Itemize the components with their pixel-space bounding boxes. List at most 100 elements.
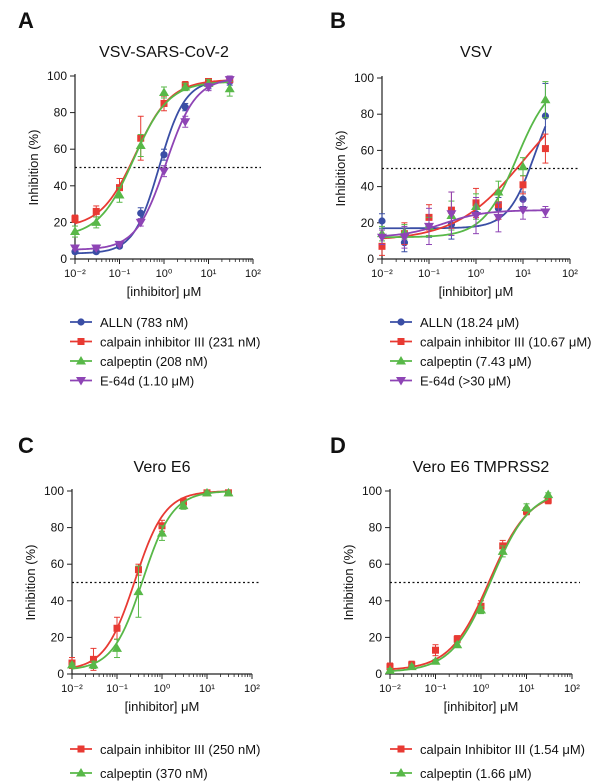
data-point (113, 624, 121, 632)
data-point (133, 586, 144, 596)
panel-letter: A (18, 8, 34, 33)
data-point (159, 167, 169, 177)
chart-panel-d: D Vero E6 TMPRSS2 0 20 40 60 80 100 10⁻² 10⁻¹ 10⁰ 1… (330, 433, 585, 781)
y-tick-label: 0 (57, 667, 64, 681)
x-tick-label: 10⁰ (473, 683, 490, 695)
data-point (377, 233, 387, 243)
series-e-64d (70, 75, 235, 254)
legend-label: calpeptin (1.66 μM) (420, 766, 532, 781)
panel-letter: D (330, 433, 346, 458)
x-tick-label: 10¹ (199, 683, 215, 695)
y-tick-label: 20 (369, 630, 383, 644)
x-tick-label: 10⁻² (61, 683, 83, 695)
data-point (493, 187, 504, 196)
legend-label: calpain inhibitor III (10.67 μM) (420, 335, 592, 350)
data-point (70, 244, 80, 254)
data-point (399, 233, 410, 243)
data-point (70, 226, 80, 236)
legend-marker (76, 356, 86, 365)
data-point (89, 655, 97, 663)
legend-label: ALLN (783 nM) (100, 315, 188, 330)
fit-curve (389, 497, 549, 672)
legend-label: ALLN (18.24 μM) (420, 315, 519, 330)
data-point (224, 76, 235, 85)
y-tick-label: 20 (361, 216, 375, 230)
legend-item: calpeptin (208 nM) (70, 354, 208, 369)
x-tick-label: 10⁰ (154, 683, 171, 695)
y-tick-label: 100 (362, 484, 382, 498)
y-tick-label: 0 (60, 252, 67, 266)
data-point (224, 83, 235, 93)
y-tick-label: 80 (51, 521, 65, 535)
data-point (159, 87, 169, 96)
fit-curve (71, 490, 229, 670)
x-tick-label: 10¹ (519, 683, 535, 695)
data-point (135, 140, 146, 150)
fit-curve (74, 79, 230, 255)
data-point (406, 661, 417, 671)
legend-label: calpeptin (370 nM) (100, 766, 208, 781)
y-tick-label: 0 (367, 252, 374, 266)
legend-item: calpain inhibitor III (231 nM) (70, 335, 260, 350)
y-tick-label: 100 (47, 69, 67, 83)
data-point (91, 244, 102, 254)
legend-label: calpain inhibitor III (231 nM) (100, 335, 260, 350)
data-point (160, 151, 168, 159)
series-calpain-inhibitor-iii (386, 495, 552, 671)
series-calpeptin (67, 487, 234, 670)
data-point (180, 81, 191, 91)
legend-label: calpain Inhibitor III (1.54 μM) (420, 742, 585, 757)
x-tick-label: 10⁻¹ (106, 683, 128, 695)
fit-curve (74, 79, 230, 251)
legend-label: calpeptin (208 nM) (100, 354, 208, 369)
y-tick-label: 40 (369, 594, 383, 608)
x-tick-label: 10² (562, 268, 578, 280)
legend-item: ALLN (18.24 μM) (390, 315, 519, 330)
data-point (471, 212, 481, 221)
legend-item: ALLN (783 nM) (70, 315, 188, 330)
x-axis-label: [inhibitor] μM (439, 284, 514, 299)
series-calpain-inhibitor-iii (68, 489, 232, 671)
legend-item: calpeptin (370 nM) (70, 766, 208, 781)
data-point (544, 496, 552, 504)
fit-curve (389, 498, 549, 671)
data-point (91, 217, 102, 226)
fit-curve (381, 209, 546, 237)
x-axis-label: [inhibitor] μM (125, 699, 200, 714)
data-point (135, 218, 146, 228)
x-tick-label: 10¹ (201, 268, 217, 280)
data-point (430, 656, 441, 665)
y-tick-label: 60 (361, 143, 375, 157)
legend-label: calpeptin (7.43 μM) (420, 354, 532, 369)
y-tick-label: 80 (54, 106, 68, 120)
y-tick-label: 80 (361, 107, 375, 121)
y-tick-label: 60 (54, 142, 68, 156)
chart-panel-a: A VSV-SARS-CoV-2 0 20 40 60 80 100 10⁻² 10⁻¹ 10⁰ 10… (18, 8, 261, 389)
y-axis-label: Inhibition (%) (341, 545, 356, 621)
chart-panel-c: C Vero E6 0 20 40 60 80 100 10⁻² 10⁻¹ 10⁰ 10¹ 10² [in… (18, 433, 260, 781)
data-point (518, 206, 528, 216)
data-point (519, 181, 527, 189)
legend-item: E-64d (1.10 μM) (70, 374, 194, 389)
chart-title: Vero E6 (134, 459, 191, 476)
legend-item: calpain Inhibitor III (1.54 μM) (390, 742, 585, 757)
series-e-64d (377, 191, 551, 249)
x-tick-label: 10² (245, 268, 261, 280)
y-tick-label: 80 (369, 521, 383, 535)
panel-letter: B (330, 8, 346, 33)
data-point (446, 210, 457, 219)
data-point (112, 643, 122, 652)
data-point (497, 546, 508, 555)
x-tick-label: 10⁻¹ (425, 683, 447, 695)
series-alln (71, 77, 234, 256)
fit-curve (71, 490, 229, 669)
data-point (114, 189, 125, 199)
series-calpeptin (385, 489, 554, 674)
legend-item: calpain inhibitor III (250 nM) (70, 742, 260, 757)
y-tick-label: 0 (375, 667, 382, 681)
x-tick-label: 10⁻² (371, 268, 393, 280)
legend-label: E-64d (1.10 μM) (100, 374, 194, 389)
fit-curve (382, 102, 547, 239)
legend-item: calpain inhibitor III (10.67 μM) (390, 335, 592, 350)
